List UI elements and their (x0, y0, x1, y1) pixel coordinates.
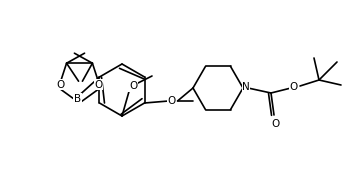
Text: N: N (242, 82, 250, 92)
Text: B: B (74, 94, 81, 104)
Text: O: O (290, 82, 298, 92)
Text: O: O (129, 81, 137, 91)
Text: O: O (168, 96, 176, 106)
Text: O: O (56, 80, 65, 90)
Text: O: O (271, 119, 279, 129)
Text: O: O (94, 80, 102, 90)
